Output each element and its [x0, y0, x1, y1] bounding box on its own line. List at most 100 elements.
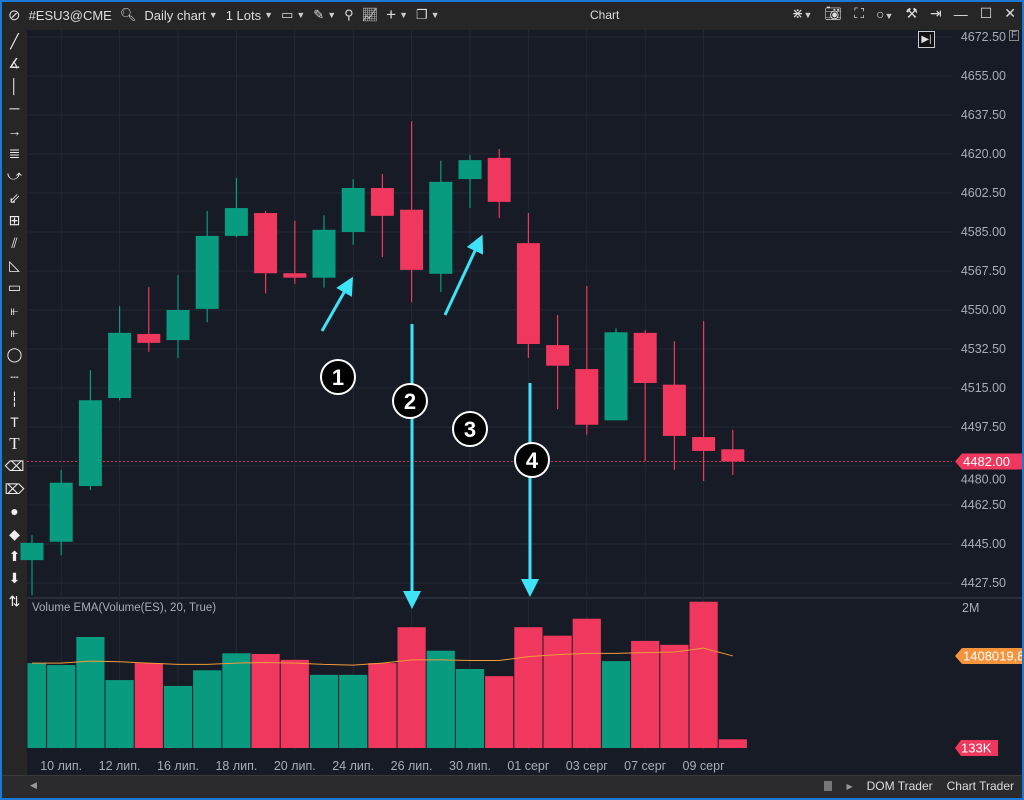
symbol-label: #ESU3@CME — [28, 7, 112, 23]
rectangle-icon[interactable]: ▭ — [7, 279, 22, 296]
tab-dom-trader[interactable]: DOM Trader — [866, 779, 933, 793]
candle-down — [721, 449, 745, 462]
fibonacci-ext-icon[interactable]: ⫦ — [10, 324, 19, 341]
search-icon[interactable]: 🔍︎ — [119, 7, 137, 22]
price-label-icon[interactable]: ⌫ — [4, 458, 25, 475]
crosshair-sync-icon[interactable]: ⋇▼ — [791, 5, 813, 21]
annotation-marker-4: 4 — [514, 442, 550, 478]
arrow-tool-icon[interactable]: → — [7, 122, 22, 139]
timeframe-label: Daily chart — [144, 7, 206, 23]
candle-down — [546, 345, 570, 366]
scroll-thumb[interactable] — [824, 781, 833, 791]
camera-icon[interactable]: 📷︎ — [824, 5, 843, 21]
minimize-button[interactable]: — — [953, 5, 968, 22]
maximize-button[interactable]: ☐ — [979, 5, 993, 21]
close-button[interactable]: ✕ — [1004, 5, 1016, 21]
price-tick-label: 4637.50 — [961, 108, 1006, 122]
annotation-arrow — [320, 276, 353, 332]
ema-value-tag-shape — [955, 648, 1022, 664]
price-tick-label: 4655.00 — [961, 69, 1006, 83]
fullscreen-icon[interactable]: ⛶ — [854, 5, 865, 21]
price-tick-label: 4445.00 — [961, 537, 1006, 551]
chevron-down-icon: ▼ — [208, 10, 218, 20]
scroll-left-icon[interactable]: ◀ — [30, 780, 37, 790]
arrow-down-icon[interactable]: ⬇ — [8, 570, 21, 587]
symbol-selector[interactable]: #ESU3@CME — [29, 8, 112, 23]
text-icon[interactable]: T — [9, 434, 20, 454]
volume-bar — [718, 739, 747, 748]
annotation-arrow — [443, 234, 484, 316]
annotation-marker-3: 3 — [452, 411, 488, 447]
date-tick-label: 12 лип. — [99, 759, 141, 773]
price-tick-label: 4602.50 — [961, 186, 1006, 200]
price-tick-label: 4567.50 — [961, 264, 1006, 278]
candle-down — [662, 384, 686, 436]
dotted-horizontal-icon[interactable]: ┄ — [10, 368, 19, 385]
arrow-up-icon[interactable]: ⬆ — [8, 547, 21, 564]
candle-up — [78, 400, 102, 487]
annotation-circle — [452, 411, 488, 447]
pitchfork-icon[interactable]: ⇙ — [8, 189, 21, 206]
candle-down — [516, 243, 540, 344]
ruler-icon[interactable]: ⊞ — [8, 212, 21, 229]
layout-icon[interactable]: ❐ ▼ — [416, 7, 440, 22]
price-axis-flag[interactable]: F — [1009, 30, 1019, 41]
price-tick-label: 4550.00 — [961, 303, 1006, 317]
annotation-number: 4 — [526, 448, 539, 473]
horizontal-line-icon[interactable]: ─ — [9, 100, 20, 117]
add-icon[interactable]: + ▼ — [386, 5, 409, 24]
candle-down — [633, 332, 657, 383]
candle-down — [283, 273, 307, 278]
candle-down — [400, 209, 424, 270]
tab-chart-trader[interactable]: Chart Trader — [946, 779, 1014, 793]
dotted-vertical-icon[interactable]: ┆ — [10, 391, 19, 408]
price-tick-label: 4427.50 — [961, 576, 1006, 590]
chart-background — [27, 30, 952, 750]
annotation-number: 1 — [332, 365, 344, 390]
annotation-number: 2 — [404, 389, 416, 414]
last-volume-tag-text: 133K — [961, 741, 992, 756]
angle-tool-icon[interactable]: ∡ — [8, 55, 21, 72]
drawing-toolbar: ╱ ∡ │ ─ → ≣ ⤻ ⇙ ⊞ ⫽ ◺ ▭ ⫦ ⫦ ◯ ┄ ┆ T T ⌫ … — [2, 30, 27, 775]
price-tick-label: 4462.50 — [961, 498, 1006, 512]
date-tick-label: 24 лип. — [332, 759, 374, 773]
scroll-to-end-button[interactable]: ▶| — [918, 31, 935, 48]
volume-ema-line — [32, 647, 733, 666]
fibonacci-icon[interactable]: ⫦ — [10, 301, 19, 318]
lots-dropdown[interactable]: 1 Lots ▼ — [226, 8, 273, 23]
price-tick-label: 4497.50 — [961, 420, 1006, 434]
date-tick-label: 16 лип. — [157, 759, 199, 773]
vertical-line-icon[interactable]: │ — [10, 77, 19, 94]
price-tick-label: 4672.50 — [961, 30, 1006, 44]
candle-up — [108, 332, 132, 399]
candle-up — [20, 542, 44, 561]
channel-icon[interactable]: ≣ — [8, 144, 21, 161]
horizontal-scrollbar[interactable]: ◀ ▶ DOM Trader Chart Trader — [2, 775, 1022, 798]
sort-icon[interactable]: ⇅ — [8, 592, 21, 609]
monitor-icon[interactable]: ▭ ▼ — [281, 7, 306, 22]
volume-bar — [689, 601, 718, 748]
indicators-icon[interactable]: 📈︎ — [361, 7, 379, 22]
timeframe-dropdown[interactable]: Daily chart ▼ — [144, 8, 217, 23]
pin-icon[interactable]: ⇥ — [929, 5, 942, 21]
date-tick-label: 07 серг — [624, 759, 667, 773]
tools-icon[interactable]: ⚒ — [905, 5, 918, 21]
color-circle-icon[interactable]: ○▼ — [876, 5, 894, 22]
candle-up — [604, 332, 628, 421]
parallel-lines-icon[interactable]: ⫽ — [11, 234, 18, 251]
tag-icon[interactable]: ⌦ — [4, 480, 25, 497]
line-tool-icon[interactable]: ╱ — [10, 33, 19, 49]
text-lock-icon[interactable]: T — [10, 413, 19, 430]
diamond-marker-icon[interactable]: ◆ — [9, 525, 20, 542]
pencil-icon[interactable]: ✎ ▼ — [313, 7, 337, 22]
circle-marker-icon[interactable]: ● — [10, 503, 19, 520]
chevron-down-icon: ▼ — [264, 10, 274, 20]
volume-bar — [309, 674, 339, 748]
window-title: Chart — [590, 8, 620, 22]
curve-icon[interactable]: ⤻ — [7, 167, 22, 184]
ellipse-icon[interactable]: ◯ — [6, 346, 23, 363]
zoom-icon[interactable]: ⚲ — [344, 7, 354, 22]
triangle-icon[interactable]: ◺ — [9, 256, 20, 273]
scroll-right-icon[interactable]: ▶ — [846, 781, 853, 791]
